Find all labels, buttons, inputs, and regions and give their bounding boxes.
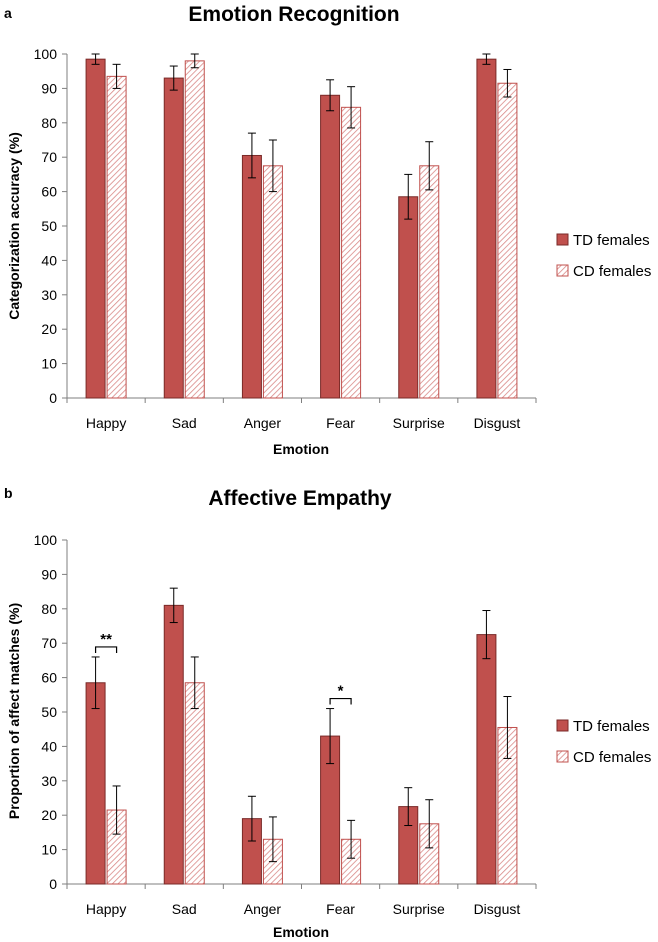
legend-swatch-cd-b [556, 750, 569, 763]
legend-swatch-td-b [556, 719, 569, 732]
chart-panel-b: b Affective Empathy *** 0102030405060708… [4, 485, 651, 940]
y-tick-label: 80 [41, 601, 57, 617]
x-axis-label-a: Emotion [273, 441, 329, 457]
x-tick-label-anger: Anger [244, 415, 282, 431]
chart-panel-a: a Emotion Recognition 0 10 20 30 40 50 60 70 80 9… [4, 3, 651, 457]
y-tick-label: 90 [41, 80, 57, 96]
bar-td-females-sad [163, 604, 184, 885]
significance-bracket-happy [94, 646, 118, 653]
y-axis-label-a: Categorization accuracy (%) [6, 132, 22, 320]
y-tick-label: 70 [41, 149, 57, 165]
bar-cd-females-surprise [419, 165, 440, 399]
x-tick-label-happy: Happy [86, 901, 126, 917]
x-ticks-a: Happy Sad Anger Fear Surprise Disgust [66, 398, 537, 431]
bar-td-females-disgust [476, 634, 497, 885]
y-tick-label: 10 [41, 356, 57, 372]
bar-td-females-happy [85, 58, 106, 399]
y-tick-label: 80 [41, 115, 57, 131]
significance-marker-happy: ** [100, 631, 112, 648]
significance-annotations-b: *** [94, 631, 352, 705]
y-tick-label: 50 [41, 218, 57, 234]
y-tick-label: 20 [41, 321, 57, 337]
bar-cd-females-disgust [497, 82, 518, 399]
significance-marker-fear: * [338, 683, 344, 700]
legend-swatch-cd-a [556, 264, 569, 277]
panel-label-b: b [4, 485, 13, 501]
legend-a: TD females CD females [556, 232, 651, 280]
y-tick-label: 0 [49, 876, 57, 892]
y-axis-label-b: Proportion of affect matches (%) [6, 603, 22, 819]
bar-cd-females-fear [341, 106, 362, 399]
y-tick-label: 40 [41, 252, 57, 268]
x-tick-label-fear: Fear [326, 415, 355, 431]
bar-td-females-fear [320, 94, 341, 399]
error-bars-a [91, 53, 512, 220]
x-tick-label-surprise: Surprise [393, 901, 445, 917]
y-tick-label: 70 [41, 635, 57, 651]
legend-label-cd-b: CD females [573, 749, 651, 766]
x-tick-label-happy: Happy [86, 415, 126, 431]
legend-b: TD females CD females [556, 718, 651, 766]
legend-label-td-a: TD females [573, 232, 650, 249]
x-tick-label-anger: Anger [244, 901, 282, 917]
bar-cd-females-happy [106, 75, 127, 399]
y-tick-label: 40 [41, 738, 57, 754]
y-tick-label: 50 [41, 704, 57, 720]
legend-label-cd-a: CD females [573, 263, 651, 280]
x-ticks-b: Happy Sad Anger Fear Surprise Disgust [66, 884, 537, 917]
bar-cd-females-sad [184, 60, 205, 399]
axes-a [66, 54, 536, 399]
bar-td-females-anger [241, 154, 262, 399]
x-tick-label-disgust: Disgust [474, 901, 521, 917]
x-tick-label-fear: Fear [326, 901, 355, 917]
x-tick-label-sad: Sad [172, 901, 197, 917]
chart-title-a: Emotion Recognition [188, 3, 399, 26]
bar-td-females-sad [163, 77, 184, 399]
y-tick-label: 0 [49, 390, 57, 406]
y-tick-label: 90 [41, 566, 57, 582]
bar-cd-females-anger [262, 165, 283, 399]
y-tick-label: 60 [41, 670, 57, 686]
chart-title-b: Affective Empathy [208, 487, 392, 510]
bar-td-females-disgust [476, 58, 497, 399]
legend-label-td-b: TD females [573, 718, 650, 735]
x-tick-label-disgust: Disgust [474, 415, 521, 431]
y-tick-label: 10 [41, 842, 57, 858]
y-ticks-a: 0 10 20 30 40 50 60 70 80 90 100 [34, 46, 67, 406]
x-axis-label-b: Emotion [273, 924, 329, 940]
x-tick-label-sad: Sad [172, 415, 197, 431]
significance-bracket-fear [329, 697, 352, 705]
y-tick-label: 30 [41, 287, 57, 303]
legend-swatch-td-a [556, 233, 569, 246]
y-ticks-b: 0 10 20 30 40 50 60 70 80 90 100 [34, 532, 67, 892]
y-tick-label: 30 [41, 773, 57, 789]
bars-b [85, 604, 518, 885]
panel-label-a: a [4, 5, 12, 21]
bar-td-females-surprise [398, 196, 419, 399]
y-tick-label: 20 [41, 807, 57, 823]
y-tick-label: 100 [34, 46, 58, 62]
y-tick-label: 60 [41, 184, 57, 200]
x-tick-label-surprise: Surprise [393, 415, 445, 431]
bar-td-females-happy [85, 682, 106, 885]
error-bars-b [91, 587, 512, 863]
bars-a [85, 58, 518, 399]
y-tick-label: 100 [34, 532, 58, 548]
bar-cd-females-sad [184, 682, 205, 885]
axes-b [66, 540, 536, 885]
